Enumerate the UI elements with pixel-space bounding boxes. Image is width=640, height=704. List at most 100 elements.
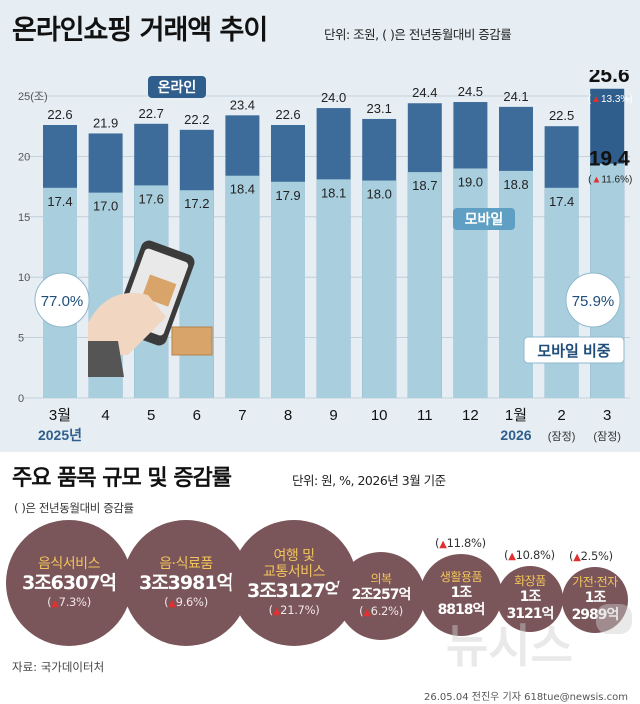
mobile-bar — [225, 175, 260, 398]
mobile-change-label: (▲11.6%) — [588, 175, 632, 186]
mobile-share-first-circle — [34, 272, 90, 328]
item-name: 음식서비스 — [38, 556, 100, 573]
item-name: 화장품 — [514, 574, 546, 589]
item-value: 1조 2989억 — [571, 590, 620, 623]
item-change: (▲21.7%) — [268, 602, 320, 617]
mobile-value-label: 18.4 — [230, 182, 255, 197]
mobile-series-label: 모바일 — [465, 211, 504, 227]
online-series-label: 온라인 — [158, 79, 197, 95]
mobile-bar — [271, 181, 305, 398]
x-tick-label: 10 — [371, 407, 388, 424]
mobile-value-label: 19.4 — [589, 148, 630, 171]
y-tick-label: 20 — [18, 151, 30, 163]
mobile-value-label: 17.2 — [184, 196, 209, 211]
x-tick-label: 2 — [557, 407, 565, 424]
x-tick-label: 6 — [193, 407, 201, 424]
y-tick-label: 5 — [18, 333, 24, 345]
online-value-label: 25.6 — [589, 70, 630, 87]
item-value: 1조 8818억 — [437, 585, 486, 618]
mobile-bar — [407, 172, 442, 398]
item-bubble: 음·식료품 3조3981억 (▲9.6%) — [123, 520, 249, 646]
watermark-text: 뉴시스 — [446, 619, 573, 672]
x-tick-label: 5 — [147, 407, 155, 424]
item-change: (▲7.3%) — [47, 594, 91, 609]
mobile-value-label: 17.0 — [93, 199, 118, 214]
mobile-bar — [179, 190, 214, 398]
x-tick-label: 12 — [462, 407, 479, 424]
x-tick-label: 8 — [284, 407, 292, 424]
section2-title: 주요 품목 규모 및 증감률 — [12, 466, 232, 491]
online-value-label: 24.1 — [503, 89, 528, 104]
online-change-label: (▲13.3%) — [588, 94, 633, 105]
item-value: 2조257억 — [351, 587, 412, 603]
item-change: (▲11.8%) — [435, 536, 486, 550]
item-name: 여행 및 교통서비스 — [263, 548, 325, 581]
mobile-share-first: 77.0% — [41, 293, 84, 310]
online-value-label: 23.4 — [230, 97, 255, 112]
mobile-value-label: 18.7 — [412, 178, 437, 193]
y-tick-label: 25(조) — [18, 91, 48, 103]
online-value-label: 22.7 — [139, 106, 164, 121]
sleeve-icon — [88, 341, 124, 377]
y-tick-label: 0 — [18, 393, 24, 405]
item-value: 3조3981억 — [138, 572, 234, 595]
y-tick-label: 15 — [18, 212, 30, 224]
x-tick-sublabel: 2026 — [500, 427, 531, 443]
x-tick-label: 3 — [603, 407, 611, 424]
item-bubble: 음식서비스 3조6307억 (▲7.3%) — [6, 520, 132, 646]
y-tick-label: 10 — [18, 272, 30, 284]
online-value-label: 22.5 — [549, 108, 574, 123]
mobile-bar — [499, 170, 533, 398]
mobile-share-last: 75.9% — [572, 293, 615, 310]
item-change: (▲6.2%) — [359, 603, 403, 618]
item-name: 생활용품 — [439, 570, 483, 585]
item-name: 음·식료품 — [159, 556, 213, 573]
item-value: 3조3127억 — [246, 580, 342, 603]
source-note: 자료: 국가데이터처 — [12, 660, 105, 674]
mobile-value-label: 17.9 — [275, 188, 300, 203]
item-change: (▲9.6%) — [164, 594, 208, 609]
item-name: 가전·전자 — [572, 575, 618, 590]
online-value-label: 22.6 — [275, 107, 300, 122]
item-bubble: 여행 및 교통서비스 3조3127억 (▲21.7%) — [231, 520, 357, 646]
x-tick-label: 7 — [238, 407, 246, 424]
online-series-tag — [148, 76, 206, 98]
online-value-label: 22.6 — [47, 107, 72, 122]
mobile-series-tag — [453, 208, 515, 230]
mobile-value-label: 17.4 — [47, 194, 72, 209]
x-tick-sublabel: (잠정) — [593, 430, 621, 443]
mobile-value-label: 18.1 — [321, 185, 346, 200]
newsis-watermark: 뉴시스 — [446, 604, 632, 672]
x-tick-sublabel: (잠정) — [548, 430, 576, 443]
x-tick-label: 9 — [329, 407, 337, 424]
x-tick-sublabel: 2025년 — [38, 427, 82, 443]
x-tick-label: 4 — [101, 407, 109, 424]
mobile-share-last-circle — [565, 272, 621, 328]
hand-icon — [88, 292, 166, 355]
section2-unit-note: 단위: 원, %, 2026년 3월 기준 — [292, 473, 446, 488]
unit-note: 단위: 조원, ( )은 전년동월대비 증감률 — [324, 27, 512, 42]
item-bubble: 가전·전자 1조 2989억 — [562, 567, 628, 633]
item-bubble: 생활용품 1조 8818억 — [420, 554, 502, 636]
mobile-bar — [316, 179, 351, 398]
item-bubble: 의복 2조257억 (▲6.2%) — [337, 552, 425, 640]
item-change: (▲2.5%) — [569, 549, 613, 563]
online-value-label: 23.1 — [367, 101, 392, 116]
item-change: (▲10.8%) — [504, 548, 555, 562]
item-name: 의복 — [370, 572, 392, 587]
online-shopping-bar-chart: 0 5 10 15 20 25(조) 22.6 17.4 3월 2025년 21.9 17.0 4 22.… — [18, 70, 633, 443]
phone-illustration — [88, 240, 213, 377]
item-bubble: 화장품 1조 3121억 — [497, 566, 563, 632]
mobile-share-tag — [523, 336, 625, 364]
page-title: 온라인쇼핑 거래액 추이 — [12, 15, 268, 46]
x-tick-label: 3월 — [49, 407, 71, 424]
mobile-value-label: 17.6 — [139, 191, 164, 206]
mobile-bar — [453, 168, 488, 398]
x-tick-label: 11 — [417, 407, 433, 424]
mobile-bar — [362, 180, 397, 398]
item-value: 3조6307억 — [21, 572, 117, 595]
online-value-label: 24.0 — [321, 90, 346, 105]
mobile-value-label: 19.0 — [458, 174, 483, 189]
online-value-label: 21.9 — [93, 115, 118, 130]
online-value-label: 22.2 — [184, 112, 209, 127]
